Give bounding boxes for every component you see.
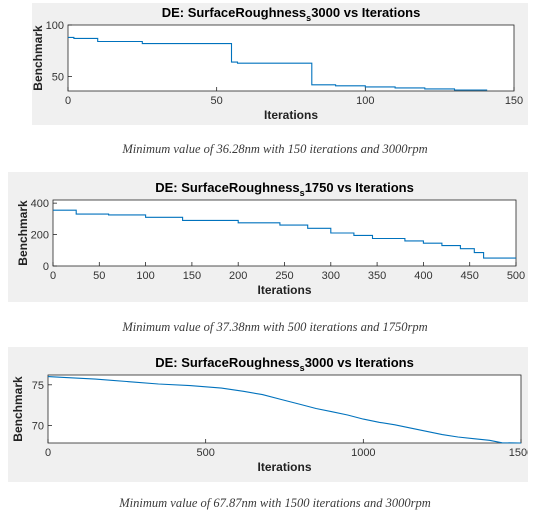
chart-1-plot-area [67,24,515,92]
chart-3-title-rest: 3000 vs Iterations [305,355,414,370]
chart-1-title-rest: 3000 vs Iterations [311,5,420,20]
chart-2-xtick-label: 450 [461,270,479,282]
chart-2-xtick-label: 350 [368,270,386,282]
chart-1-xtick-label: 100 [356,95,374,107]
chart-2-xtick-label: 100 [136,270,154,282]
chart-1-xlabel: Iterations [264,108,318,122]
chart-3-ytick-label: 70 [32,421,44,433]
caption-3: Minimum value of 67.87nm with 1500 itera… [119,496,431,510]
chart-2-svg: DE: SurfaceRoughnesss1750 vs Iterations 0… [16,180,525,297]
chart-2-ylabel: Benchmark [16,200,30,266]
chart-1-xtick-label: 150 [505,95,523,107]
chart-1-title-main: DE: SurfaceRoughness [162,5,306,20]
caption-2: Minimum value of 37.38nm with 500 iterat… [122,320,428,334]
chart-3-xtick-label: 1500 [509,447,528,459]
chart-2-title: DE: SurfaceRoughnesss1750 vs Iterations [155,180,414,198]
chart-1-title-sub: s [306,13,311,23]
chart-3-ylabel: Benchmark [11,376,25,442]
chart-3-svg: DE: SurfaceRoughnesss3000 vs Iterations 0… [11,355,528,474]
chart-panel-2: DE: SurfaceRoughnesss1750 vs Iterations 0… [8,172,528,302]
chart-2-title-sub: s [300,188,305,198]
chart-2-xtick-label: 50 [93,270,105,282]
chart-2-title-rest: 1750 vs Iterations [305,180,414,195]
chart-2-ytick-label: 200 [31,230,49,242]
chart-3-title: DE: SurfaceRoughnesss3000 vs Iterations [155,355,414,373]
chart-3-xtick-label: 500 [196,447,214,459]
chart-2-xtick-label: 500 [507,270,525,282]
chart-1-ytick-label: 50 [52,72,64,84]
chart-1-title: DE: SurfaceRoughnesss3000 vs Iterations [162,5,421,23]
chart-1-ytick-label: 100 [46,20,64,32]
chart-2-xtick-label: 200 [229,270,247,282]
chart-1-ylabel: Benchmark [32,25,45,91]
chart-2-xtick-label: 400 [414,270,432,282]
chart-2-xtick-label: 250 [275,270,293,282]
chart-3-title-sub: s [300,363,305,373]
chart-3-ytick-label: 75 [32,380,44,392]
chart-2-title-main: DE: SurfaceRoughness [155,180,299,195]
chart-1-xtick-label: 0 [65,95,71,107]
chart-2-ytick-label: 400 [31,198,49,210]
chart-3-series-1-line [47,376,522,444]
chart-1-series-1-line [68,36,488,91]
chart-2-xlabel: Iterations [257,283,311,297]
chart-1-xtick-label: 50 [211,95,223,107]
chart-2-xtick-label: 150 [183,270,201,282]
chart-3-title-main: DE: SurfaceRoughness [155,355,299,370]
chart-3-xlabel: Iterations [257,460,311,474]
caption-1: Minimum value of 36.28nm with 150 iterat… [122,142,428,156]
chart-panel-1: DE: SurfaceRoughnesss3000 vs Iterations 0… [32,3,528,125]
chart-3-plot-area [47,374,522,444]
chart-2-series-1-line [53,209,516,259]
chart-2-xtick-label: 300 [322,270,340,282]
chart-panel-3: DE: SurfaceRoughnesss3000 vs Iterations 0… [8,347,528,482]
chart-2-plot-area [52,199,517,267]
chart-2-ytick-label: 0 [43,261,49,273]
chart-1-svg: DE: SurfaceRoughnesss3000 vs Iterations 0… [32,5,523,122]
chart-3-xtick-label: 0 [45,447,51,459]
chart-3-xtick-label: 1000 [351,447,375,459]
chart-2-xtick-label: 0 [50,270,56,282]
